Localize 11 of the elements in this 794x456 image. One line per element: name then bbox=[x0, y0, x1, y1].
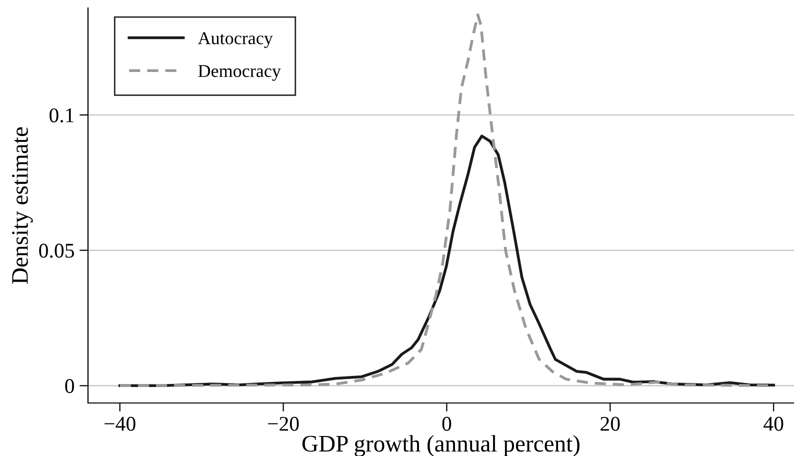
x-tick-label: −40 bbox=[104, 416, 136, 431]
y-tick-label: 0.1 bbox=[50, 108, 74, 122]
y-axis-title: Density estimate bbox=[12, 127, 33, 284]
y-tick-label: 0 bbox=[65, 379, 74, 394]
x-tick-label: 20 bbox=[600, 416, 620, 431]
x-tick-label: −20 bbox=[268, 416, 299, 431]
x-tick-label: 0 bbox=[442, 416, 452, 431]
legend-label: Autocracy bbox=[198, 32, 273, 48]
y-tick-label: 0.05 bbox=[39, 244, 74, 258]
legend-label: Democracy bbox=[198, 65, 281, 81]
x-tick-label: 40 bbox=[764, 416, 784, 431]
